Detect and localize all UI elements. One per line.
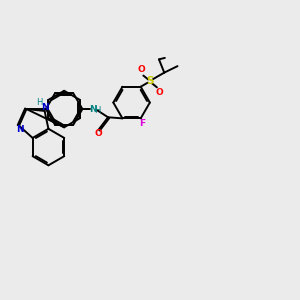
Text: S: S: [146, 76, 154, 86]
Text: O: O: [95, 129, 103, 138]
Text: F: F: [140, 119, 146, 128]
Text: N: N: [16, 125, 24, 134]
Text: N: N: [41, 103, 48, 112]
Text: N: N: [89, 104, 97, 113]
Text: H: H: [94, 106, 100, 115]
Text: H: H: [36, 98, 43, 107]
Text: O: O: [137, 65, 145, 74]
Text: O: O: [155, 88, 163, 98]
